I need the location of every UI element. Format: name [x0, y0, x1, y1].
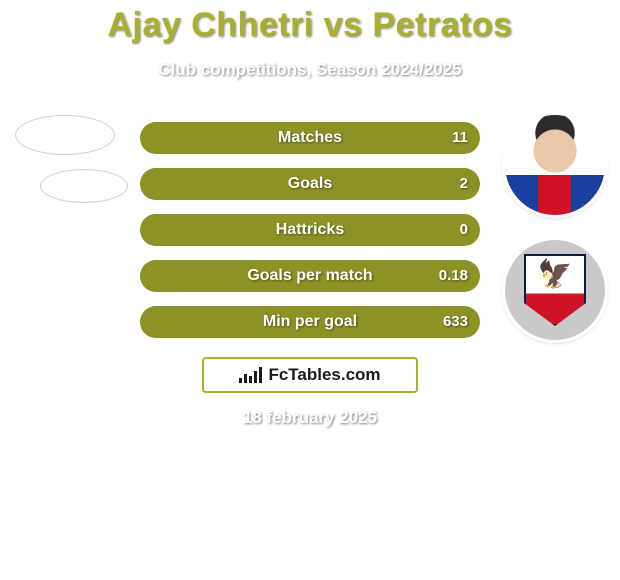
- stat-value-right: 633: [443, 306, 468, 338]
- eagle-icon: 🦅: [538, 258, 573, 291]
- right-player-club-badge: 🦅: [505, 240, 605, 340]
- right-player-column: 🦅: [500, 115, 610, 365]
- right-player-photo: [505, 115, 605, 215]
- stat-row: Min per goal633: [140, 306, 480, 338]
- stat-value-right: 2: [460, 168, 468, 200]
- stat-value-right: 0.18: [439, 260, 468, 292]
- stat-row: Goals2: [140, 168, 480, 200]
- stat-row: Goals per match0.18: [140, 260, 480, 292]
- left-player-club-placeholder: [40, 169, 128, 203]
- stat-bars: Matches11 Goals2 Hattricks0 Goals per match…: [140, 122, 480, 352]
- stat-row: Matches11: [140, 122, 480, 154]
- stat-label: Goals: [140, 168, 480, 200]
- player-jersey-graphic: [505, 175, 605, 215]
- branding-text: FcTables.com: [268, 365, 380, 385]
- stat-label: Hattricks: [140, 214, 480, 246]
- branding-badge[interactable]: FcTables.com: [202, 357, 418, 393]
- date-line: 18 february 2025: [0, 408, 620, 428]
- stat-value-right: 0: [460, 214, 468, 246]
- stat-label: Min per goal: [140, 306, 480, 338]
- left-player-column: [10, 115, 120, 217]
- stat-label: Goals per match: [140, 260, 480, 292]
- stat-row: Hattricks0: [140, 214, 480, 246]
- left-player-photo-placeholder: [15, 115, 115, 155]
- page-subtitle: Club competitions, Season 2024/2025: [0, 60, 620, 80]
- page-title: Ajay Chhetri vs Petratos: [0, 6, 620, 45]
- stat-value-right: 11: [452, 122, 468, 154]
- stat-label: Matches: [140, 122, 480, 154]
- bar-chart-icon: [239, 367, 262, 383]
- comparison-card: Ajay Chhetri vs Petratos Club competitio…: [0, 0, 620, 580]
